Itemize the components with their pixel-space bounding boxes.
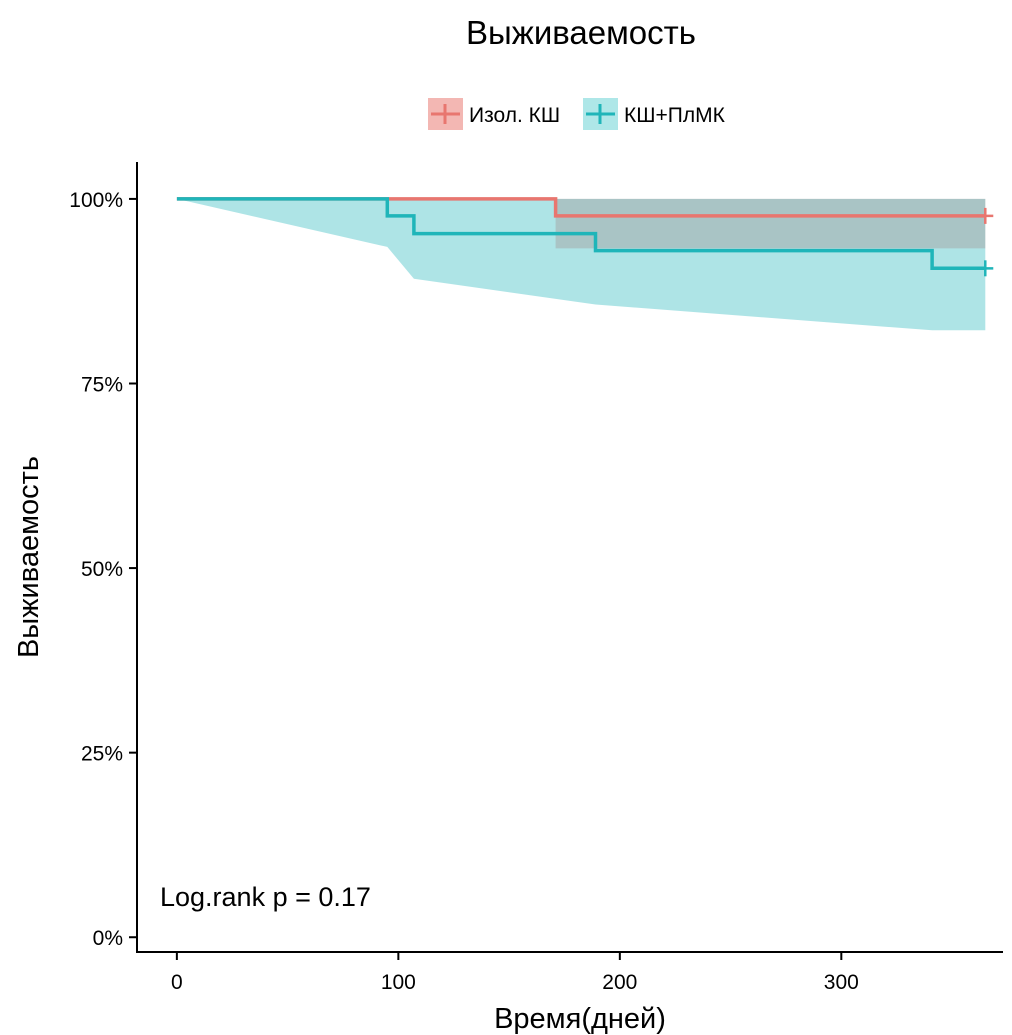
ci-band-series-1	[176, 198, 986, 249]
legend-item-series-1: Изол. КШ	[428, 98, 560, 130]
x-ticks: 0 100 200 300	[171, 952, 859, 994]
legend-label-series-1: Изол. КШ	[469, 104, 560, 127]
x-tick-label: 0	[171, 971, 183, 994]
chart-title: Выживаемость	[466, 14, 696, 51]
bands-layer	[176, 198, 986, 331]
y-tick-label: 100%	[69, 189, 123, 212]
y-tick-label: 0%	[93, 927, 123, 950]
ci-band-series-2	[176, 198, 986, 331]
x-tick-label: 300	[824, 971, 859, 994]
censor-layer	[977, 207, 994, 277]
curves-layer	[176, 197, 986, 271]
y-tick-label: 75%	[81, 373, 123, 396]
plot-area	[176, 197, 994, 331]
legend-label-series-2: КШ+ПлМК	[624, 104, 726, 127]
x-tick-label: 100	[381, 971, 416, 994]
log-rank-annotation: Log.rank p = 0.17	[160, 882, 371, 912]
y-tick-label: 25%	[81, 743, 123, 766]
legend: Изол. КШ КШ+ПлМК	[428, 98, 726, 130]
x-tick-label: 200	[602, 971, 637, 994]
y-tick-label: 50%	[81, 558, 123, 581]
legend-item-series-2: КШ+ПлМК	[583, 98, 726, 130]
y-axis-title: Выживаемость	[13, 456, 45, 658]
survival-curve-series-2	[176, 197, 986, 271]
censor-mark-series-1	[977, 207, 994, 224]
y-ticks: 0% 25% 50% 75% 100%	[69, 189, 137, 950]
censor-mark-series-2	[977, 260, 994, 277]
x-axis-title: Время(дней)	[494, 1003, 666, 1035]
